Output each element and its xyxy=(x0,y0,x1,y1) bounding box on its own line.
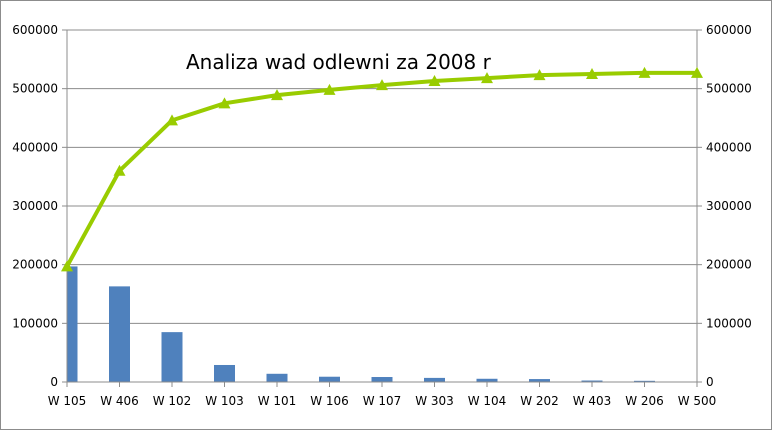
line-point-marker xyxy=(586,68,598,79)
bar xyxy=(634,380,655,382)
bar xyxy=(581,380,603,382)
x-tick-label: W 107 xyxy=(363,394,402,408)
bar xyxy=(161,332,183,382)
y-tick-label-left: 0 xyxy=(50,375,58,389)
x-tick-label: W 106 xyxy=(310,394,349,408)
line-point-marker xyxy=(61,260,73,272)
y-tick-label-left: 400000 xyxy=(12,140,58,154)
line-point-marker xyxy=(218,97,231,109)
y-tick-label-right: 100000 xyxy=(706,316,752,330)
x-tick-label: W 101 xyxy=(258,394,297,408)
y-tick-label-right: 200000 xyxy=(706,258,752,272)
x-tick-label: W 403 xyxy=(573,394,612,408)
line-point-marker xyxy=(533,69,546,81)
bar xyxy=(109,286,130,382)
y-tick-label-right: 300000 xyxy=(706,199,752,213)
line-point-marker xyxy=(166,114,178,126)
y-tick-label-left: 300000 xyxy=(12,199,58,213)
bar xyxy=(371,377,393,382)
x-tick-label: W 102 xyxy=(153,394,192,408)
bar xyxy=(67,266,78,382)
line-point-marker xyxy=(638,66,651,78)
bar xyxy=(214,364,235,382)
axes xyxy=(62,29,702,387)
x-tick-label: W 206 xyxy=(625,394,664,408)
chart-title: Analiza wad odlewni za 2008 r xyxy=(186,50,492,74)
y-tick-label-right: 600000 xyxy=(706,23,752,37)
line-point-marker xyxy=(376,79,388,91)
x-tick-label: W 105 xyxy=(48,394,87,408)
bar xyxy=(424,377,445,382)
bar-series xyxy=(67,266,655,382)
y-tick-label-right: 0 xyxy=(706,375,714,389)
x-tick-label: W 202 xyxy=(520,394,559,408)
y-tick-label-left: 200000 xyxy=(12,258,58,272)
x-tick-label: W 303 xyxy=(415,394,454,408)
x-tick-label: W 500 xyxy=(678,394,717,408)
line-point-marker xyxy=(271,89,283,101)
bar xyxy=(476,378,498,382)
x-tick-label: W 103 xyxy=(205,394,244,408)
y-tick-label-right: 500000 xyxy=(706,82,752,96)
cumulative-line-series xyxy=(61,66,703,272)
tick-labels: 0 100000 200000 300000 400000 500000 600000 0 10… xyxy=(12,23,752,408)
line-point-marker xyxy=(481,72,493,84)
bar xyxy=(319,376,340,382)
y-tick-label-left: 500000 xyxy=(12,82,58,96)
line-point-marker xyxy=(323,83,336,95)
y-tick-label-left: 100000 xyxy=(12,316,58,330)
cumulative-line xyxy=(65,70,697,268)
line-point-marker xyxy=(113,164,126,176)
bar xyxy=(529,379,550,382)
bar xyxy=(266,373,288,382)
line-point-marker xyxy=(691,66,703,78)
y-tick-label-right: 400000 xyxy=(706,140,752,154)
x-tick-label: W 406 xyxy=(100,394,139,408)
line-point-marker xyxy=(428,75,441,87)
x-tick-label: W 104 xyxy=(468,394,507,408)
y-tick-label-left: 600000 xyxy=(12,23,58,37)
